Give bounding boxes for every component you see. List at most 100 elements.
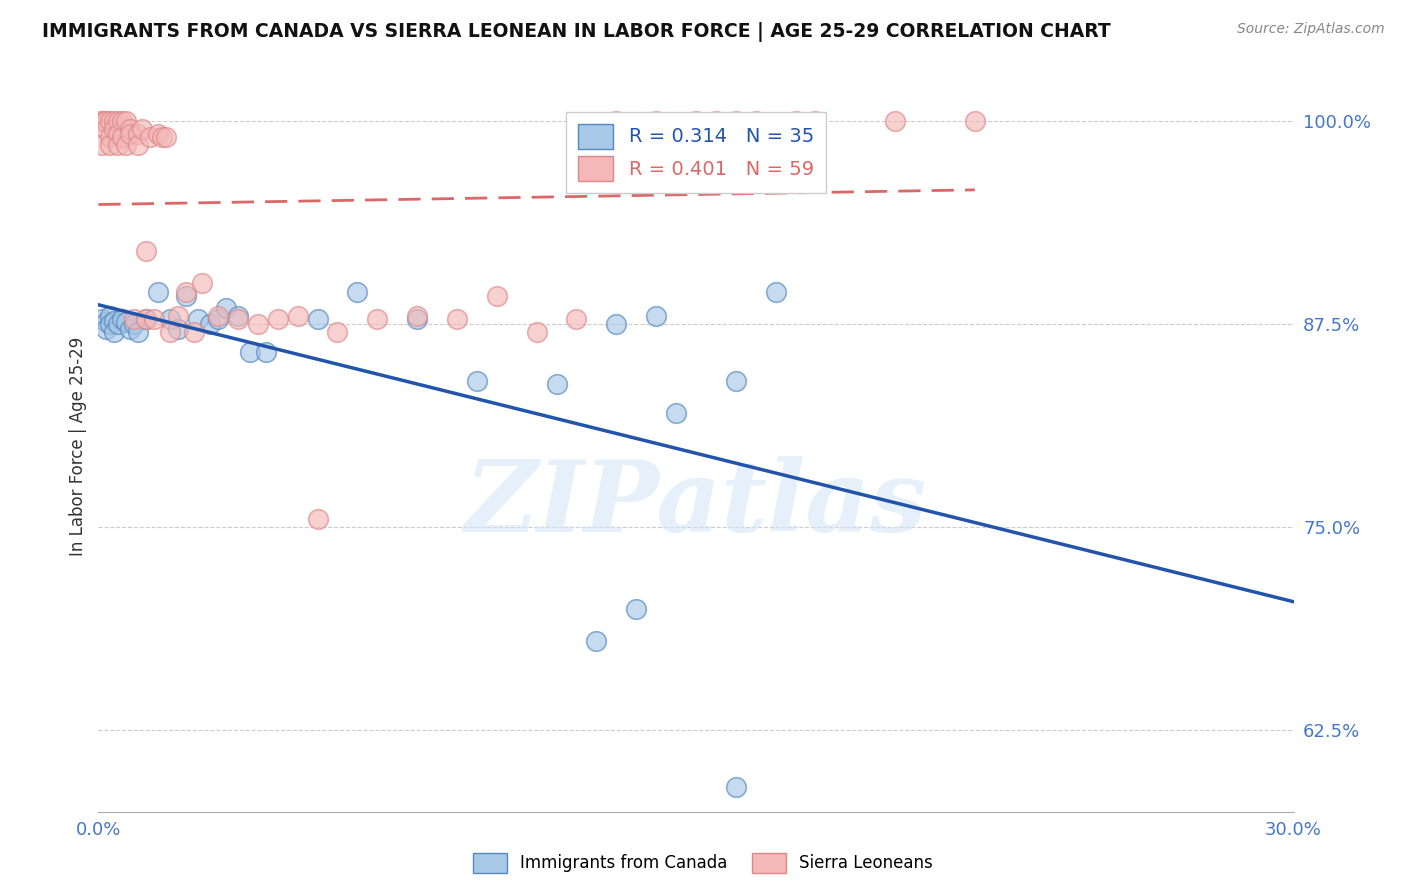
Point [174, 289, 197, 303]
Point [127, 138, 149, 153]
Point [167, 309, 190, 323]
Point [326, 325, 349, 339]
Text: Source: ZipAtlas.com: Source: ZipAtlas.com [1237, 22, 1385, 37]
Point [724, 114, 747, 128]
Point [91, 138, 114, 153]
Point [626, 601, 648, 615]
Point [148, 127, 170, 141]
Point [98, 114, 122, 128]
Point [120, 322, 142, 336]
Point [115, 316, 138, 330]
Point [96, 114, 118, 128]
Point [96, 114, 118, 128]
Point [124, 317, 146, 331]
Point [131, 122, 153, 136]
Point [207, 312, 229, 326]
Point [107, 114, 129, 128]
Point [406, 312, 429, 326]
Point [267, 312, 290, 326]
Point [135, 312, 157, 326]
Point [98, 317, 122, 331]
Point [645, 114, 668, 128]
Point [446, 312, 468, 326]
Point [148, 285, 170, 299]
Point [91, 114, 114, 128]
Point [107, 317, 129, 331]
Point [198, 317, 221, 331]
Point [107, 127, 129, 141]
Point [406, 309, 429, 323]
Point [884, 114, 907, 128]
Point [785, 114, 807, 128]
Point [174, 285, 197, 299]
Point [307, 512, 329, 526]
Point [120, 127, 142, 141]
Point [645, 309, 668, 323]
Point [135, 312, 157, 326]
Point [485, 289, 508, 303]
Point [254, 344, 277, 359]
Point [159, 325, 181, 339]
Point [115, 138, 138, 153]
Point [187, 312, 209, 326]
Point [96, 122, 118, 136]
Point [120, 122, 142, 136]
Legend: Immigrants from Canada, Sierra Leoneans: Immigrants from Canada, Sierra Leoneans [467, 847, 939, 880]
Point [127, 127, 149, 141]
Point [127, 325, 149, 339]
Point [963, 114, 986, 128]
Point [665, 407, 688, 421]
Point [96, 322, 118, 336]
Point [724, 374, 747, 388]
Point [91, 114, 114, 128]
Point [804, 114, 827, 128]
Point [226, 312, 249, 326]
Point [111, 312, 134, 326]
Point [704, 114, 727, 128]
Point [111, 130, 134, 145]
Point [191, 277, 214, 291]
Point [307, 312, 329, 326]
Point [585, 634, 607, 648]
Legend: R = 0.314   N = 35, R = 0.401   N = 59: R = 0.314 N = 35, R = 0.401 N = 59 [567, 112, 825, 193]
Point [215, 301, 238, 315]
Point [103, 122, 125, 136]
Point [346, 285, 368, 299]
Point [226, 309, 249, 323]
Point [605, 317, 627, 331]
Point [765, 285, 787, 299]
Point [183, 325, 205, 339]
Y-axis label: In Labor Force | Age 25-29: In Labor Force | Age 25-29 [69, 336, 87, 556]
Point [103, 325, 125, 339]
Point [565, 312, 588, 326]
Point [526, 325, 548, 339]
Point [167, 322, 190, 336]
Point [465, 374, 488, 388]
Point [685, 114, 707, 128]
Point [546, 377, 568, 392]
Point [139, 130, 162, 145]
Point [96, 316, 118, 330]
Point [150, 130, 173, 145]
Point [207, 309, 229, 323]
Point [135, 244, 157, 258]
Point [103, 314, 125, 328]
Point [98, 130, 122, 145]
Point [111, 114, 134, 128]
Point [103, 114, 125, 128]
Point [143, 312, 166, 326]
Text: IMMIGRANTS FROM CANADA VS SIERRA LEONEAN IN LABOR FORCE | AGE 25-29 CORRELATION : IMMIGRANTS FROM CANADA VS SIERRA LEONEAN… [42, 22, 1111, 42]
Point [91, 312, 114, 326]
Point [724, 780, 747, 795]
Point [107, 138, 129, 153]
Point [98, 309, 122, 323]
Point [159, 312, 181, 326]
Point [155, 130, 177, 145]
Point [745, 114, 768, 128]
Point [246, 317, 269, 331]
Point [115, 114, 138, 128]
Point [124, 312, 146, 326]
Point [98, 138, 122, 153]
Point [287, 309, 309, 323]
Point [366, 312, 388, 326]
